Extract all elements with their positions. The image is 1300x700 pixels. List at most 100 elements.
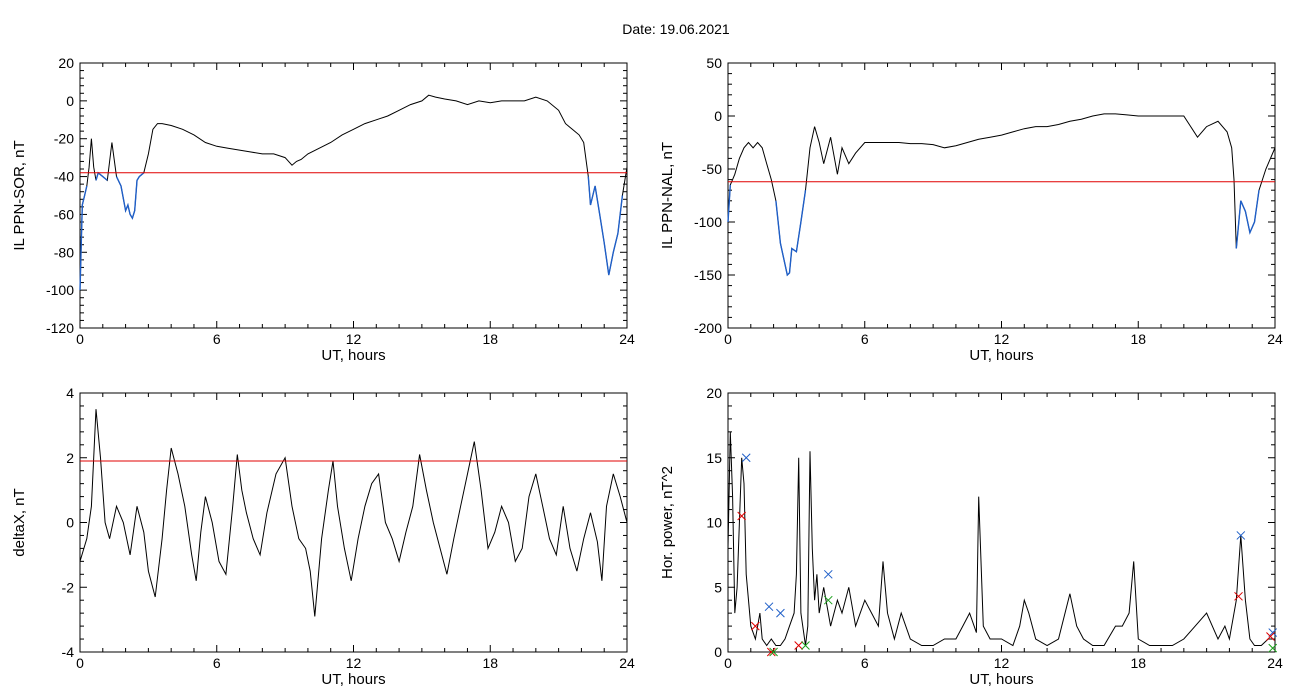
series-lines xyxy=(727,431,1275,647)
series-line xyxy=(727,113,1276,276)
y-tick-label: 20 xyxy=(706,385,722,401)
x-axis-label: UT, hours xyxy=(321,671,385,688)
series-line xyxy=(79,409,628,617)
y-tick-label: 0 xyxy=(66,515,74,531)
y-tick-labels: 0 5 10 15 20 xyxy=(706,385,722,660)
x-tick-label: 0 xyxy=(724,655,732,671)
plot-frame xyxy=(727,392,1276,653)
peak-markers xyxy=(737,453,1278,657)
y-tick-label: -20 xyxy=(54,131,74,147)
y-axis-label: deltaX, nT xyxy=(11,488,28,556)
red-marker xyxy=(1234,591,1243,601)
x-tick-label: 12 xyxy=(994,331,1010,347)
y-axis-label: IL PPN-NAL, nT xyxy=(659,142,676,249)
x-axis-label: UT, hours xyxy=(969,671,1033,688)
blue-marker xyxy=(1236,531,1246,540)
below-threshold-segment xyxy=(727,184,731,223)
x-tick-label: 12 xyxy=(346,331,362,347)
y-tick-labels: -4 -2 0 2 4 xyxy=(62,385,75,660)
y-axis-label: Hor. power, nT^2 xyxy=(659,466,676,579)
plot-frame xyxy=(79,62,628,329)
y-tick-label: -120 xyxy=(46,320,74,336)
x-tick-label: 18 xyxy=(1130,331,1146,347)
y-tick-label: -80 xyxy=(54,244,74,260)
x-tick-labels: 0 6 12 18 24 xyxy=(76,655,635,671)
x-tick-label: 12 xyxy=(346,655,362,671)
x-tick-label: 6 xyxy=(861,331,869,347)
x-tick-label: 12 xyxy=(994,655,1010,671)
x-tick-label: 0 xyxy=(76,331,84,347)
blue-marker xyxy=(823,569,833,579)
y-tick-label: -4 xyxy=(62,644,75,660)
y-tick-label: -50 xyxy=(702,161,722,177)
y-axis-label: IL PPN-SOR, nT xyxy=(11,140,28,250)
series-line xyxy=(79,94,628,291)
panel-ppn-nal: 0 6 12 18 24 -200 -150 -100 -50 0 50 UT, hours IL… xyxy=(659,55,1283,364)
y-tick-label: 50 xyxy=(706,55,722,71)
date-label: Date: 19.06.2021 xyxy=(622,21,730,37)
y-tick-label: 2 xyxy=(66,450,74,466)
y-tick-label: -2 xyxy=(62,579,75,595)
y-tick-label: 0 xyxy=(66,93,74,109)
x-tick-label: 18 xyxy=(482,331,498,347)
tick-marks xyxy=(727,392,1276,653)
blue-marker xyxy=(1268,628,1278,637)
x-tick-labels: 0 6 12 18 24 xyxy=(724,331,1283,347)
plot-frame xyxy=(79,392,628,653)
y-tick-label: 15 xyxy=(706,450,722,466)
x-tick-label: 24 xyxy=(619,331,635,347)
y-tick-label: -150 xyxy=(694,267,722,283)
panel-ppn-sor: 0 6 12 18 24 -120 -100 -80 -60 -40 -20 0 20 UT, hou… xyxy=(11,55,635,364)
tick-marks xyxy=(727,62,1276,329)
y-tick-label: 5 xyxy=(714,579,722,595)
red-marker xyxy=(766,647,776,657)
x-tick-label: 6 xyxy=(861,655,869,671)
green-marker xyxy=(769,647,778,657)
tick-marks xyxy=(79,392,628,653)
plot-frame xyxy=(727,62,1276,329)
series-lines xyxy=(79,409,628,617)
x-axis-label: UT, hours xyxy=(321,347,385,364)
x-tick-label: 0 xyxy=(76,655,84,671)
x-tick-label: 24 xyxy=(1267,655,1283,671)
y-tick-label: -100 xyxy=(694,214,722,230)
below-threshold-segment xyxy=(587,176,624,276)
y-tick-label: 0 xyxy=(714,108,722,124)
below-threshold-segment xyxy=(1235,190,1260,249)
red-marker xyxy=(750,621,760,631)
x-tick-label: 18 xyxy=(482,655,498,671)
x-tick-label: 18 xyxy=(1130,655,1146,671)
y-tick-label: 10 xyxy=(706,515,722,531)
x-tick-label: 24 xyxy=(619,655,635,671)
series-lines xyxy=(79,94,628,291)
x-tick-label: 6 xyxy=(213,331,221,347)
below-threshold-segment xyxy=(775,190,807,277)
tick-marks xyxy=(79,62,628,329)
y-tick-label: -100 xyxy=(46,282,74,298)
panel-hor-power: 0 6 12 18 24 0 5 10 15 20 UT, hours Hor. power, … xyxy=(659,385,1283,688)
y-tick-label: -200 xyxy=(694,320,722,336)
green-marker xyxy=(823,595,833,605)
blue-marker xyxy=(776,608,785,618)
y-tick-label: 0 xyxy=(714,644,722,660)
series-lines xyxy=(727,113,1276,277)
red-marker xyxy=(737,511,747,521)
y-tick-label: 20 xyxy=(58,55,74,71)
x-tick-label: 0 xyxy=(724,331,732,347)
y-tick-label: -60 xyxy=(54,206,74,222)
x-tick-labels: 0 6 12 18 24 xyxy=(76,331,635,347)
x-axis-label: UT, hours xyxy=(969,347,1033,364)
x-tick-labels: 0 6 12 18 24 xyxy=(724,655,1283,671)
series-line xyxy=(727,431,1275,647)
red-marker xyxy=(1266,632,1275,641)
below-threshold-segment xyxy=(79,185,88,291)
y-tick-label: -40 xyxy=(54,169,74,185)
red-marker xyxy=(794,641,804,650)
blue-marker xyxy=(764,602,774,612)
blue-marker xyxy=(741,453,751,463)
green-marker xyxy=(1268,643,1278,653)
below-threshold-segment xyxy=(95,171,108,181)
x-tick-label: 24 xyxy=(1267,331,1283,347)
